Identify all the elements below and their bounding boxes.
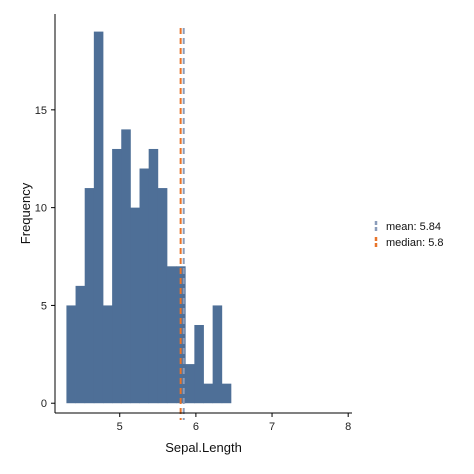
histogram-bar: [121, 129, 131, 404]
histogram-bar: [139, 168, 150, 404]
histogram-bar: [102, 305, 113, 404]
histogram-bar: [176, 266, 186, 404]
x-axis-title: Sepal.Length: [165, 440, 242, 455]
histogram-bar: [157, 188, 168, 404]
histogram-bar: [84, 188, 95, 404]
histogram-bar: [148, 148, 159, 404]
y-tick-label: 0: [41, 398, 47, 410]
mean-legend-label: mean: 5.84: [386, 221, 441, 233]
y-tick-label: 10: [35, 203, 47, 215]
histogram-bar: [112, 148, 122, 404]
x-tick-label: 6: [193, 421, 199, 433]
x-tick-label: 5: [117, 421, 123, 433]
median-legend-label: median: 5.8: [386, 237, 443, 249]
y-axis-ticks: 0 5 10 15: [35, 105, 55, 410]
legend: mean: 5.84 median: 5.8: [374, 221, 443, 249]
x-tick-label: 8: [345, 421, 351, 433]
x-axis-ticks: 5 6 7 8: [117, 413, 351, 433]
reference-lines: [179, 28, 185, 420]
y-tick-label: 15: [35, 105, 47, 117]
histogram-bar: [93, 31, 104, 404]
y-tick-label: 5: [41, 300, 47, 312]
histogram-bar: [185, 364, 195, 404]
histogram-bar: [130, 207, 140, 404]
histogram-bar: [194, 324, 204, 404]
histogram-bars: [66, 31, 232, 404]
x-tick-label: 7: [269, 421, 275, 433]
y-axis-title: Frequency: [18, 182, 33, 244]
histogram-bar: [166, 266, 177, 404]
histogram-bar: [221, 383, 232, 404]
histogram-bar: [66, 305, 76, 404]
histogram-bar: [203, 383, 214, 404]
histogram-bar: [75, 285, 86, 404]
histogram-bar: [212, 305, 223, 404]
